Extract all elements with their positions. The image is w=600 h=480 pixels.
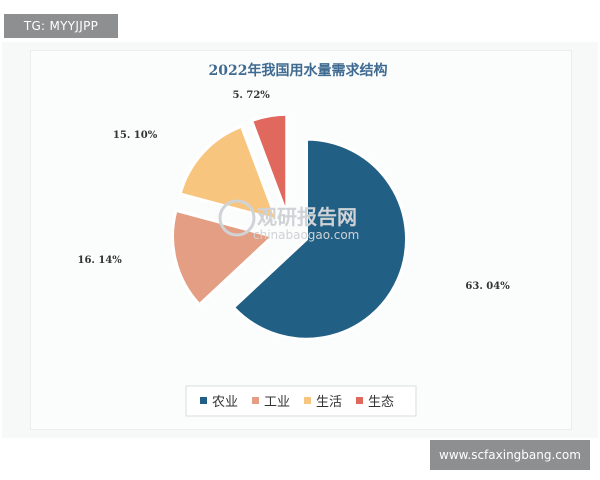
legend-swatch-1 <box>200 397 207 404</box>
pie-slice-3 <box>178 124 280 223</box>
bottom-right-watermark: www.scfaxingbang.com <box>430 440 590 470</box>
top-left-watermark: TG: MYYJJPP <box>4 14 118 38</box>
watermark-domain: chinabaogao.com <box>253 228 359 242</box>
pie-slice-1 <box>231 137 409 341</box>
chart-legend: 农业 工业 生活 生态 <box>185 385 417 417</box>
pie-slice-4 <box>249 112 289 215</box>
slice-label-2: 16. 14% <box>78 255 123 266</box>
legend-label-3: 生活 <box>316 395 342 410</box>
watermark-logo-icon <box>218 199 256 237</box>
chart-frame <box>30 50 572 430</box>
legend-label-2: 工业 <box>264 395 290 410</box>
legend-label-1: 农业 <box>212 395 238 410</box>
legend-label-4: 生态 <box>368 395 394 410</box>
legend-swatch-3 <box>304 397 311 404</box>
center-watermark: 观研报告网 chinabaogao.com <box>218 199 359 242</box>
pie-slice-2 <box>171 208 276 307</box>
legend-swatch-2 <box>252 397 259 404</box>
legend-swatch-4 <box>356 397 363 404</box>
chart-title: 2022年我国用水量需求结构 <box>209 62 388 79</box>
slice-label-3: 15. 10% <box>113 130 158 141</box>
slice-label-1: 63. 04% <box>465 281 510 292</box>
watermark-brand: 观研报告网 <box>257 205 357 229</box>
slice-label-4: 5. 72% <box>232 90 270 101</box>
legend-box <box>185 385 417 417</box>
